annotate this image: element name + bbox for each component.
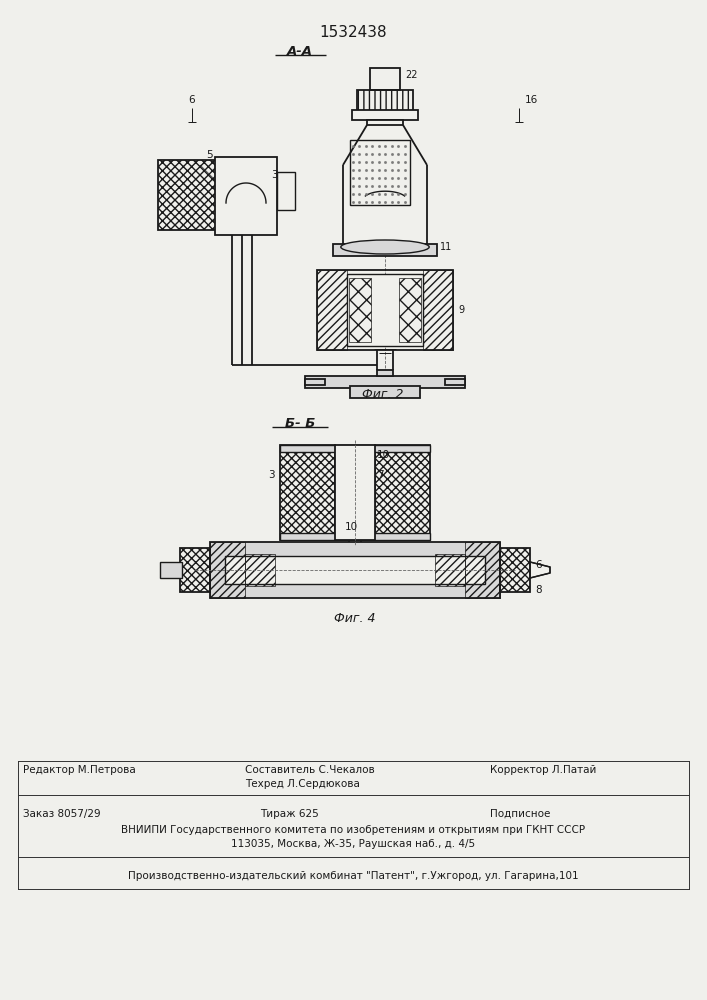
Text: 113035, Москва, Ж-35, Раушская наб., д. 4/5: 113035, Москва, Ж-35, Раушская наб., д. … bbox=[231, 839, 475, 849]
Text: Тираж 625: Тираж 625 bbox=[260, 809, 319, 819]
Text: 16: 16 bbox=[525, 95, 538, 105]
Bar bbox=[367, 120, 403, 125]
Bar bbox=[280, 445, 335, 540]
Bar bbox=[399, 278, 421, 342]
Text: Заказ 8057/29: Заказ 8057/29 bbox=[23, 809, 100, 819]
Text: ВНИИПИ Государственного комитета по изобретениям и открытиям при ГКНТ СССР: ВНИИПИ Государственного комитета по изоб… bbox=[121, 825, 585, 835]
Text: 1532438: 1532438 bbox=[319, 25, 387, 40]
Bar bbox=[465, 542, 500, 598]
Bar bbox=[377, 370, 393, 376]
Bar bbox=[333, 244, 437, 256]
Bar bbox=[445, 379, 465, 385]
Text: 11: 11 bbox=[440, 242, 452, 252]
Bar bbox=[317, 270, 347, 350]
Bar bbox=[350, 386, 420, 398]
Bar bbox=[335, 445, 375, 540]
Bar bbox=[245, 554, 275, 586]
Bar bbox=[349, 278, 371, 342]
Bar bbox=[317, 270, 453, 350]
Bar bbox=[210, 542, 500, 598]
Bar bbox=[352, 110, 418, 120]
Text: Техред Л.Сердюкова: Техред Л.Сердюкова bbox=[245, 779, 360, 789]
Bar bbox=[500, 548, 530, 592]
Bar bbox=[423, 270, 453, 350]
Text: 7: 7 bbox=[377, 470, 384, 480]
Bar bbox=[280, 533, 430, 540]
Text: А-А: А-А bbox=[287, 45, 313, 58]
Text: Б- Б: Б- Б bbox=[285, 417, 315, 430]
Text: 8: 8 bbox=[535, 585, 542, 595]
Bar bbox=[225, 556, 485, 584]
Bar bbox=[357, 90, 413, 112]
Text: Корректор Л.Патай: Корректор Л.Патай bbox=[490, 765, 597, 775]
Text: Производственно-издательский комбинат "Патент", г.Ужгород, ул. Гагарина,101: Производственно-издательский комбинат "П… bbox=[128, 871, 578, 881]
Bar bbox=[210, 542, 245, 598]
Bar bbox=[435, 554, 465, 586]
Bar bbox=[180, 548, 210, 592]
Text: 10: 10 bbox=[345, 522, 358, 532]
Bar bbox=[305, 379, 325, 385]
Text: 3: 3 bbox=[271, 170, 278, 180]
Bar bbox=[158, 160, 216, 230]
Text: 10: 10 bbox=[377, 450, 390, 460]
Bar bbox=[305, 376, 465, 388]
Text: Фиг. 4: Фиг. 4 bbox=[334, 611, 375, 624]
Bar bbox=[350, 140, 410, 205]
Text: Подписное: Подписное bbox=[490, 809, 550, 819]
Bar bbox=[215, 157, 277, 235]
Text: 9: 9 bbox=[458, 305, 464, 315]
Text: 6: 6 bbox=[189, 95, 195, 105]
Bar bbox=[280, 445, 430, 452]
Text: 3: 3 bbox=[269, 470, 275, 480]
Bar bbox=[375, 445, 430, 540]
Bar bbox=[277, 172, 295, 210]
Text: Составитель С.Чекалов: Составитель С.Чекалов bbox=[245, 765, 375, 775]
Text: Редактор М.Петрова: Редактор М.Петрова bbox=[23, 765, 136, 775]
Text: 22: 22 bbox=[405, 70, 418, 80]
Text: 5: 5 bbox=[206, 150, 213, 160]
Ellipse shape bbox=[341, 240, 429, 254]
Text: Фиг. 2: Фиг. 2 bbox=[362, 388, 404, 401]
Bar bbox=[370, 68, 400, 90]
Bar bbox=[347, 274, 423, 346]
Bar bbox=[160, 562, 182, 578]
Text: 6: 6 bbox=[535, 560, 542, 570]
